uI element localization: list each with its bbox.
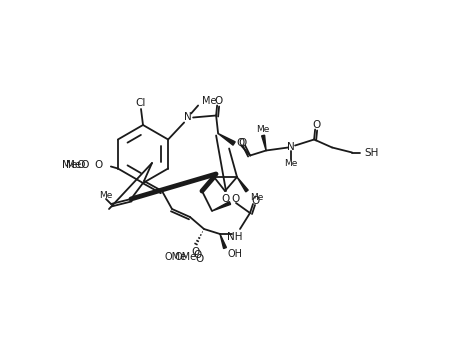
- Polygon shape: [218, 134, 235, 145]
- Text: Me: Me: [257, 125, 270, 134]
- Text: OMe: OMe: [165, 252, 187, 262]
- Text: O: O: [221, 194, 229, 204]
- Polygon shape: [220, 234, 227, 248]
- Text: O: O: [192, 247, 200, 257]
- Text: MeO: MeO: [62, 160, 86, 170]
- Text: O: O: [214, 97, 222, 107]
- Text: OH: OH: [228, 249, 243, 259]
- Text: NH: NH: [227, 232, 243, 242]
- Text: Me: Me: [285, 159, 298, 168]
- Text: N: N: [287, 142, 295, 152]
- Text: Me: Me: [250, 192, 263, 201]
- Text: O: O: [231, 194, 239, 204]
- Text: O: O: [95, 160, 103, 170]
- Polygon shape: [262, 135, 266, 151]
- Text: Me: Me: [202, 97, 217, 107]
- Text: Cl: Cl: [136, 98, 146, 108]
- Polygon shape: [212, 202, 230, 211]
- Text: Me: Me: [99, 191, 113, 200]
- Text: N: N: [184, 112, 192, 122]
- Text: MeO: MeO: [66, 160, 90, 170]
- Text: SH: SH: [364, 147, 378, 157]
- Text: OMe: OMe: [175, 252, 197, 262]
- Polygon shape: [237, 177, 248, 192]
- Text: O: O: [194, 250, 202, 260]
- Text: O: O: [236, 138, 244, 148]
- Text: O: O: [238, 138, 246, 148]
- Text: O: O: [312, 120, 320, 130]
- Text: O: O: [251, 196, 259, 206]
- Text: O: O: [196, 254, 204, 264]
